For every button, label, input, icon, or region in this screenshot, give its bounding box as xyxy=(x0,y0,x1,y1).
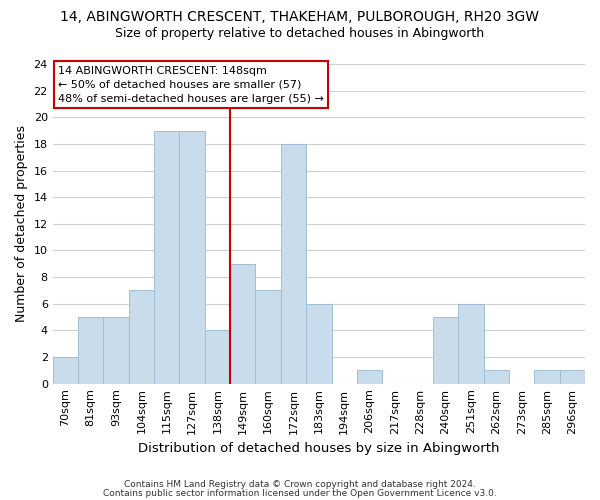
Bar xyxy=(103,317,129,384)
Bar xyxy=(357,370,382,384)
Bar xyxy=(306,304,332,384)
Bar xyxy=(205,330,230,384)
Bar xyxy=(154,130,179,384)
Text: 14, ABINGWORTH CRESCENT, THAKEHAM, PULBOROUGH, RH20 3GW: 14, ABINGWORTH CRESCENT, THAKEHAM, PULBO… xyxy=(61,10,539,24)
Bar xyxy=(78,317,103,384)
Bar xyxy=(433,317,458,384)
Bar xyxy=(53,357,78,384)
X-axis label: Distribution of detached houses by size in Abingworth: Distribution of detached houses by size … xyxy=(138,442,500,455)
Bar xyxy=(560,370,585,384)
Text: Contains HM Land Registry data © Crown copyright and database right 2024.: Contains HM Land Registry data © Crown c… xyxy=(124,480,476,489)
Bar xyxy=(458,304,484,384)
Text: Size of property relative to detached houses in Abingworth: Size of property relative to detached ho… xyxy=(115,28,485,40)
Bar xyxy=(129,290,154,384)
Bar xyxy=(256,290,281,384)
Bar xyxy=(230,264,256,384)
Bar xyxy=(281,144,306,384)
Y-axis label: Number of detached properties: Number of detached properties xyxy=(15,126,28,322)
Bar xyxy=(484,370,509,384)
Text: 14 ABINGWORTH CRESCENT: 148sqm
← 50% of detached houses are smaller (57)
48% of : 14 ABINGWORTH CRESCENT: 148sqm ← 50% of … xyxy=(58,66,324,104)
Bar xyxy=(179,130,205,384)
Text: Contains public sector information licensed under the Open Government Licence v3: Contains public sector information licen… xyxy=(103,488,497,498)
Bar xyxy=(535,370,560,384)
